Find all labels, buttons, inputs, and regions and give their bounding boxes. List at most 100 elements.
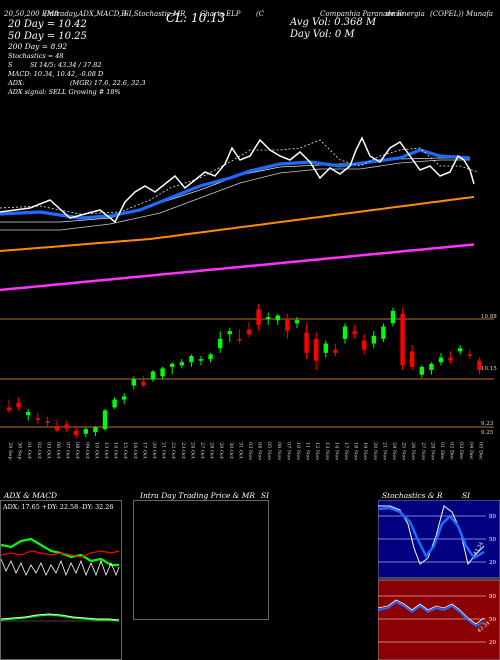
date-label: 28 Oct — [209, 442, 215, 459]
date-label: 04 Dec — [468, 442, 474, 460]
stochastics-value: Stochastics = 48 — [8, 52, 64, 60]
header-fragment-1: 20,50,200 EMA — [4, 10, 60, 18]
candle-body — [26, 412, 31, 416]
main-price-chart: 10.88 10.15 9.23 9.25 29 Sep 30 Sep 01 Oct… — [0, 136, 497, 460]
ema-dotted-line — [0, 139, 479, 215]
candle-body — [246, 329, 252, 335]
price-label-low2: 9.25 — [481, 430, 494, 436]
candle-body — [141, 381, 146, 386]
intraday-panel — [133, 500, 269, 620]
adx-values: (MGR) 17.6, 22.6, 32.3 — [70, 79, 146, 87]
candle-body — [45, 421, 50, 423]
candle-body — [429, 363, 434, 370]
date-label: 26 Nov — [410, 442, 416, 460]
stoch-tick-20: 20 — [489, 560, 496, 566]
candle-body — [122, 396, 127, 400]
day-volume: Day Vol: 0 M — [290, 29, 355, 40]
candle-body — [54, 426, 60, 431]
candle-body — [458, 348, 463, 352]
date-label: 29 Oct — [218, 442, 224, 459]
adx-panel-values: ADX: 17.65 +DY: 22.58 -DY: 32.26 — [2, 503, 113, 511]
candle-body — [323, 343, 328, 353]
date-label: 01 Oct — [26, 442, 32, 459]
date-label: 12 Nov — [314, 442, 320, 460]
candle-body — [208, 354, 213, 360]
candle-body — [93, 427, 98, 433]
price-label-low1: 9.23 — [481, 421, 494, 427]
date-label: 31 Oct — [237, 442, 243, 459]
adx-label: ADX: — [8, 79, 25, 87]
rsi-tick-80: 80 — [489, 594, 496, 600]
candle-body — [438, 357, 444, 363]
ema20-line — [0, 148, 471, 220]
candle-body — [237, 338, 242, 341]
rsi-tick-20: 20 — [489, 640, 496, 646]
header-fragment-4: Charts ELP — [200, 10, 241, 18]
candle-body — [304, 332, 309, 353]
macd-value: MACD: 10.34, 10.42, -0.08 D — [8, 70, 104, 78]
date-label: 25 Nov — [401, 442, 407, 460]
date-label: 10 Oct — [93, 442, 99, 459]
candle-body — [170, 363, 175, 367]
candle-body — [410, 351, 415, 367]
candle-body — [314, 338, 319, 361]
adx-panel: ADX: 17.65 +DY: 22.58 -DY: 32.26 — [0, 500, 122, 660]
candle-body — [256, 309, 261, 325]
date-label: 17 Oct — [141, 442, 147, 459]
adx-line — [1, 558, 120, 577]
header-fragment-5: (C — [256, 10, 265, 18]
candle-body — [16, 402, 21, 408]
candle-body — [362, 340, 367, 350]
adx-panel-title: ADX & MACD — [4, 491, 58, 500]
price-close-line — [0, 136, 475, 224]
date-label: 07 Nov — [285, 442, 291, 460]
ema50-value: 50 Day = 10.25 — [8, 31, 87, 42]
avg-volume: Avg Vol: 0.368 M — [290, 17, 377, 28]
date-label: 18 Nov — [353, 442, 359, 460]
date-label: 10 Nov — [295, 442, 301, 460]
date-label: 05 Nov — [266, 442, 272, 460]
rsi-line-blue — [378, 600, 485, 628]
rsi-tick-50: 50 — [489, 617, 496, 623]
candle-body — [189, 356, 194, 363]
candle-body — [102, 410, 108, 430]
candle-body — [294, 320, 300, 324]
candle-body — [83, 429, 88, 434]
candle-body — [400, 314, 405, 366]
candle-body — [448, 357, 453, 361]
price-label-mid: 10.15 — [481, 366, 497, 372]
stoch-d-line — [378, 506, 485, 560]
date-label: 02 Oct — [36, 442, 42, 459]
candle-body — [371, 335, 376, 344]
macd-signal-line — [1, 614, 120, 622]
ema50-line — [0, 159, 470, 231]
candle-body — [333, 349, 338, 353]
candle-body — [112, 399, 117, 408]
date-label: 03 Nov — [247, 442, 253, 460]
candle-body — [218, 338, 223, 349]
candle-body — [381, 326, 386, 339]
date-label: 15 Oct — [122, 442, 128, 459]
candle-body — [227, 331, 232, 335]
date-label: 20 Nov — [372, 442, 378, 460]
candle-body — [352, 331, 357, 335]
close-value: CL: 10.13 — [166, 11, 226, 25]
candle-body — [74, 430, 79, 436]
date-label: 11 Nov — [305, 442, 311, 460]
candle-body — [390, 310, 396, 324]
header-fragment-3: SI,Stochastic,MR — [124, 10, 186, 18]
date-label: 27 Oct — [199, 442, 205, 459]
date-label: 27 Nov — [420, 442, 426, 460]
date-label: 20 Oct — [151, 442, 157, 459]
date-label: 14 Oct — [113, 442, 119, 459]
candle-body — [35, 418, 40, 420]
date-label: 13 Nov — [324, 442, 330, 460]
header-fragment-6: Companhia Paranaense — [320, 10, 404, 18]
header-fragment-7: de Energia — [386, 10, 425, 18]
date-label: 04 Nov — [257, 442, 263, 460]
date-label: 06 Oct — [55, 442, 61, 459]
candle-body — [131, 379, 136, 386]
stoch-tick-80: 80 — [489, 514, 496, 520]
date-label: 13 Oct — [103, 442, 109, 459]
